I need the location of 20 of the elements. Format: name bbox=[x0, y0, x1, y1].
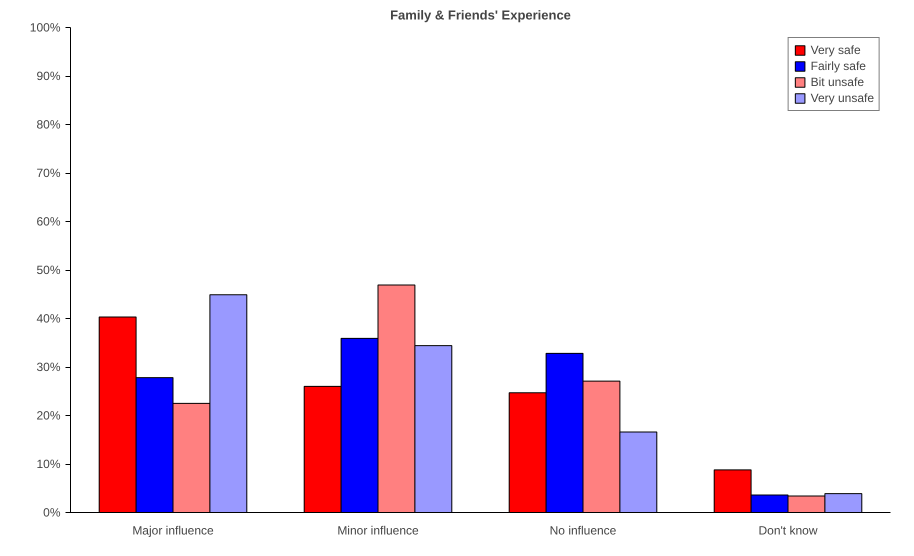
y-tick-label: 60% bbox=[36, 214, 61, 228]
y-tick-label: 30% bbox=[36, 360, 61, 374]
y-tick-label: 20% bbox=[36, 408, 61, 422]
y-tick-label: 70% bbox=[36, 166, 61, 180]
x-tick-label: Minor influence bbox=[337, 524, 420, 538]
y-tick-label: 40% bbox=[36, 312, 61, 326]
legend-label: Very unsafe bbox=[810, 91, 874, 105]
legend-label: Fairly safe bbox=[810, 59, 866, 73]
chart-title: Family & Friends' Experience bbox=[390, 8, 571, 22]
y-tick-label: 90% bbox=[36, 69, 61, 83]
y-tick-label: 80% bbox=[36, 118, 61, 132]
legend-label: Very safe bbox=[810, 43, 861, 57]
x-tick-label: Major influence bbox=[132, 524, 214, 538]
x-tick-label: Don't know bbox=[758, 524, 818, 538]
y-tick-label: 100% bbox=[30, 20, 61, 34]
legend-label: Bit unsafe bbox=[810, 75, 864, 89]
x-tick-label: No influence bbox=[550, 524, 617, 538]
y-tick-label: 10% bbox=[36, 457, 61, 471]
y-tick-label: 0% bbox=[43, 506, 61, 520]
y-tick-label: 50% bbox=[36, 263, 61, 277]
